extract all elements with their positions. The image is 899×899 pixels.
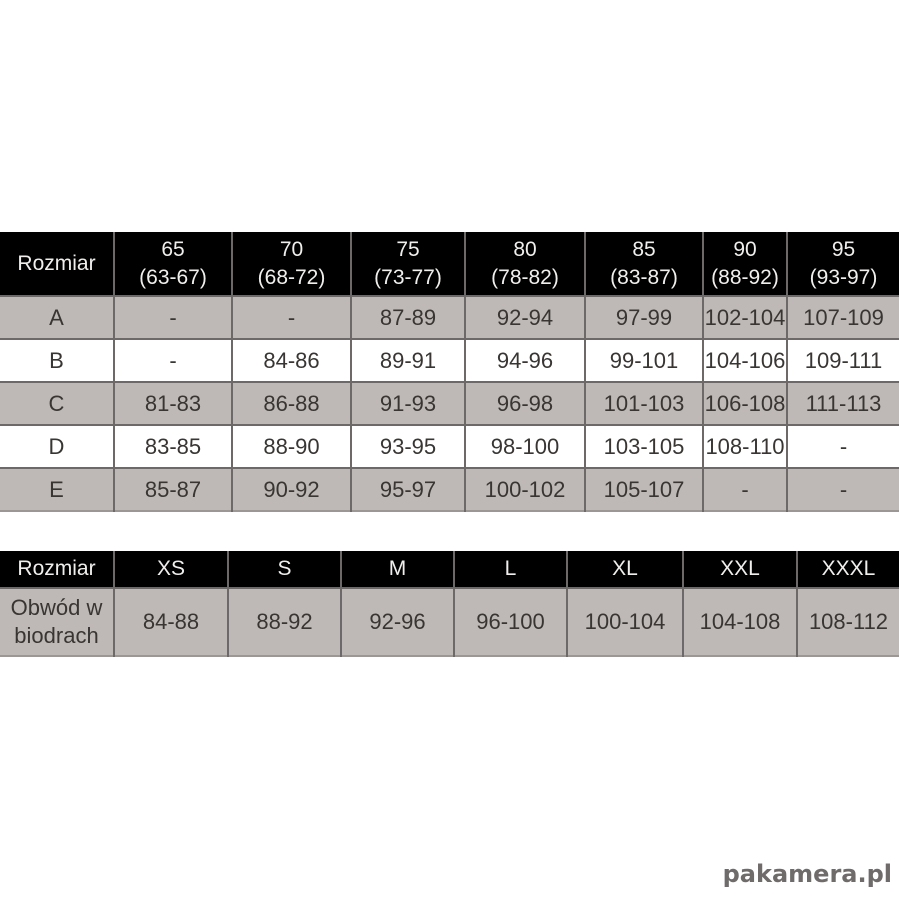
value-cell: - [113,295,233,340]
value-cell: 94-96 [464,338,586,383]
column-header-cell: 80 (78-82) [464,232,586,297]
value-cell: 98-100 [464,424,586,469]
value-cell: 84-86 [231,338,352,383]
value-cell: - [702,467,788,511]
size-number: 80 [513,237,537,261]
value-cell: 104-106 [702,338,788,383]
value-cell: 83-85 [113,424,233,469]
column-header-cell: 85 (83-87) [584,232,704,297]
corner-header-cell: Rozmiar [0,232,115,297]
value-cell: 106-108 [702,381,788,426]
value-cell: 107-109 [786,295,899,340]
column-header-cell: XS [113,551,229,589]
value-cell: 109-111 [786,338,899,383]
size-range: (93-97) [809,265,878,289]
value-cell: 88-92 [227,587,342,656]
table-row: C 81-83 86-88 91-93 96-98 101-103 106-108 111-1… [0,381,899,426]
corner-header-cell: Rozmiar [0,551,115,589]
size-number: 85 [632,237,656,261]
value-cell: 108-112 [796,587,899,656]
value-cell: 104-108 [682,587,798,656]
value-cell: 84-88 [113,587,229,656]
table-row: D 83-85 88-90 93-95 98-100 103-105 108-110- [0,424,899,469]
size-number: 75 [396,237,420,261]
size-range: (73-77) [374,265,442,289]
size-range: (63-67) [139,265,207,289]
value-cell: 87-89 [350,295,466,340]
pakamera-watermark: pakamera.pl [722,860,892,888]
size-range: (83-87) [610,265,678,289]
table-row: A - -87-89 92-94 97-99 102-104 107-109 [0,295,899,340]
value-cell: - [786,467,899,511]
value-cell: 85-87 [113,467,233,511]
column-header-cell: 65 (63-67) [113,232,233,297]
value-cell: 111-113 [786,381,899,426]
value-cell: 97-99 [584,295,704,340]
value-cell: 95-97 [350,467,466,511]
column-header-cell: XXXL [796,551,899,589]
value-cell: 90-92 [231,467,352,511]
value-cell: 100-102 [464,467,586,511]
table-row: Obwód w biodrach 84-88 88-92 92-96 96-100 100… [0,587,899,656]
column-header-cell: 75 (73-77) [350,232,466,297]
value-cell: 102-104 [702,295,788,340]
size-range: (78-82) [491,265,559,289]
value-cell: - [231,295,352,340]
value-cell: 99-101 [584,338,704,383]
column-header-cell: M [340,551,455,589]
header-row: Rozmiar XS S M L XL XXL XXXL [0,551,899,589]
header-row: Rozmiar 65 (63-67) 70 (68-72) 75 (73-77) 80 (78-… [0,232,899,297]
value-cell: 92-96 [340,587,455,656]
row-label-cell: A [0,295,115,340]
table-row: E 85-87 90-92 95-97 100-102 105-107- - [0,467,899,511]
hip-size-table: Rozmiar XS S M L XL XXL XXXL Obwód w biodrach 84-… [0,551,899,657]
value-cell: 88-90 [231,424,352,469]
size-number: 65 [161,237,185,261]
column-header-cell: 95 (93-97) [786,232,899,297]
size-range: (68-72) [257,265,326,289]
value-cell: 96-98 [464,381,586,426]
size-number: 95 [831,237,856,261]
value-cell: 108-110 [702,424,788,469]
column-header-cell: L [453,551,568,589]
value-cell: 93-95 [350,424,466,469]
column-header-cell: XXL [682,551,798,589]
row-label-cell: D [0,424,115,469]
value-cell: 89-91 [350,338,466,383]
value-cell: - [113,338,233,383]
value-cell: 86-88 [231,381,352,426]
value-cell: 103-105 [584,424,704,469]
value-cell: 91-93 [350,381,466,426]
value-cell: 96-100 [453,587,568,656]
value-cell: 81-83 [113,381,233,426]
value-cell: - [786,424,899,469]
column-header-cell: XL [566,551,684,589]
bust-size-table: Rozmiar 65 (63-67) 70 (68-72) 75 (73-77) 80 (78-… [0,232,899,512]
column-header-cell: 70 (68-72) [231,232,352,297]
table-row: B -84-86 89-91 94-96 99-101 104-106 109-111 [0,338,899,383]
value-cell: 101-103 [584,381,704,426]
column-header-cell: 90 (88-92) [702,232,788,297]
size-number: 90 [733,237,757,261]
size-range: (88-92) [711,265,779,289]
column-header-cell: S [227,551,342,589]
row-label-cell: C [0,381,115,426]
row-label-cell: Obwód w biodrach [0,587,115,656]
size-number: 70 [279,237,304,261]
row-label-cell: E [0,467,115,511]
value-cell: 100-104 [566,587,684,656]
row-label-cell: B [0,338,115,383]
value-cell: 105-107 [584,467,704,511]
value-cell: 92-94 [464,295,586,340]
